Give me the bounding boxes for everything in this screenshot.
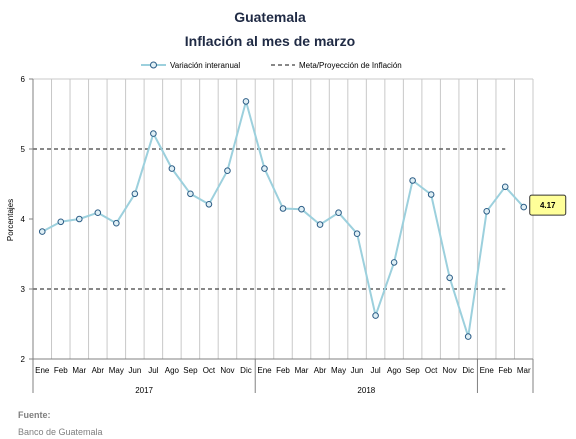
x-tick-label: Dic [462,366,474,375]
y-axis-label: Porcentajes [6,199,15,241]
data-point [316,221,324,228]
x-tick-label: Feb [276,366,290,375]
data-point [242,98,250,105]
x-tick-label: Jun [128,366,141,375]
data-point [446,274,453,282]
data-point [261,165,268,172]
x-tick-label: Ene [35,366,50,375]
data-point [501,183,509,191]
data-point [131,190,139,198]
y-tick-label: 3 [21,285,26,294]
x-tick-label: Mar [517,366,531,375]
x-tick-label: Feb [498,366,512,375]
data-point [390,259,398,266]
x-tick-label: Ago [387,366,402,375]
x-tick-label: Ago [165,366,180,375]
callout-box [529,194,567,216]
data-point [427,191,435,198]
callout-label: 4.17 [540,201,556,210]
x-tick-label: Oct [425,366,438,375]
data-point [353,230,361,237]
x-tick-label: Abr [92,366,105,375]
data-point [168,165,176,172]
year-label: 2018 [357,386,375,395]
legend: Variación interanual Meta/Proyección de … [141,61,402,70]
data-point [409,177,416,184]
data-point [224,167,231,174]
data-point [150,130,157,137]
y-tick-label: 2 [21,355,26,364]
x-tick-label: Sep [406,366,421,375]
data-point [483,208,491,215]
data-point [113,219,120,227]
data-point [205,201,213,208]
year-label: 2017 [135,386,153,395]
chart-subtitle: Inflación al mes de marzo [185,33,355,49]
series-line [41,100,525,338]
chart-title: Guatemala [234,9,306,25]
x-tick-label: Mar [72,366,86,375]
x-tick-label: Jul [148,366,158,375]
x-tick-label: Nov [220,366,234,375]
data-point [94,209,102,216]
data-point [187,190,194,198]
data-point [464,333,472,340]
x-tick-label: Ene [480,366,495,375]
data-point [38,228,46,235]
x-tick-label: Mar [295,366,309,375]
data-point [372,312,379,319]
y-tick-label: 4 [21,215,26,224]
x-tick-label: Ene [257,366,272,375]
x-tick-label: Jul [370,366,380,375]
data-point [279,205,287,212]
x-tick-label: Oct [203,366,216,375]
source-value: Banco de Guatemala [18,427,103,437]
legend-series-marker [150,61,157,69]
data-point [75,215,83,223]
legend-series-label: Variación interanual [170,61,240,70]
y-tick-label: 5 [21,145,26,154]
source-label: Fuente: [18,410,51,420]
x-tick-label: May [109,366,124,375]
data-point [57,218,65,226]
x-tick-label: Jun [351,366,364,375]
data-point [298,205,305,213]
legend-target-label: Meta/Proyección de Inflación [299,61,402,70]
x-tick-label: Abr [314,366,327,375]
data-point [520,203,528,211]
x-tick-label: Feb [54,366,68,375]
x-tick-label: May [331,366,346,375]
x-tick-label: Dic [240,366,252,375]
x-tick-label: Nov [443,366,457,375]
data-point [335,209,342,216]
x-tick-label: Sep [183,366,198,375]
y-tick-label: 6 [21,75,26,84]
